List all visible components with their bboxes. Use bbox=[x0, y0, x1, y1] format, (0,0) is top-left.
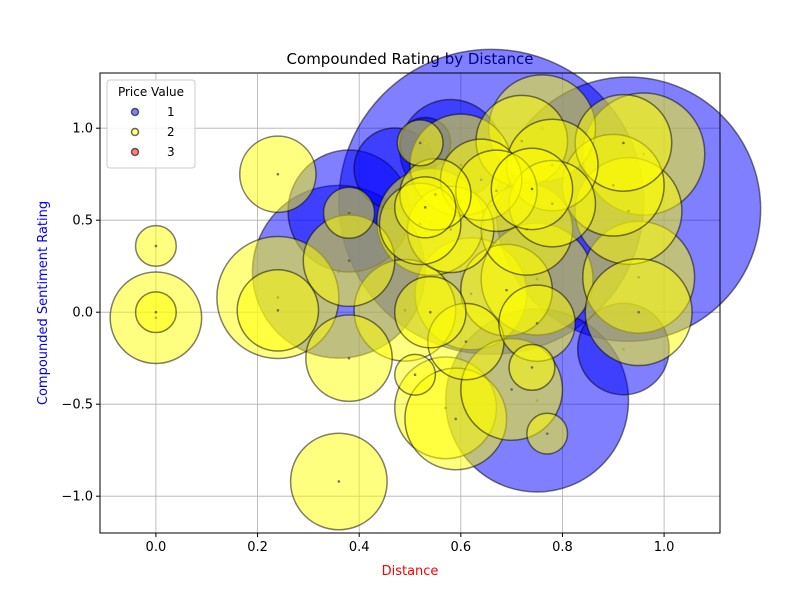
y-tick-label: −0.5 bbox=[61, 398, 93, 413]
bubble-center-dot bbox=[637, 310, 640, 314]
bubble-center-dot bbox=[454, 417, 458, 421]
plot-area bbox=[99, 48, 762, 534]
bubble-center-dot bbox=[347, 211, 351, 215]
bubble-center-dot bbox=[418, 141, 422, 145]
y-axis-ticks: −1.0 −0.5 0.0 0.5 1.0 bbox=[61, 122, 100, 505]
x-axis-ticks: 0.0 0.2 0.4 0.6 0.8 1.0 bbox=[146, 533, 675, 555]
bubble-center-dot bbox=[337, 480, 341, 483]
bubble-center-dot bbox=[429, 310, 432, 314]
bubble-center-dot bbox=[545, 432, 549, 435]
x-tick-label: 0.2 bbox=[247, 540, 268, 555]
y-tick-label: 0.0 bbox=[72, 306, 93, 321]
legend-title: Price Value bbox=[118, 85, 184, 99]
bubble-center-dot bbox=[154, 244, 158, 248]
legend-marker-3 bbox=[130, 147, 140, 157]
y-axis-label: Compounded Sentiment Rating bbox=[36, 201, 51, 405]
bubble-center-dot bbox=[530, 187, 534, 191]
bubble-center-dot bbox=[413, 373, 417, 377]
x-tick-label: 0.8 bbox=[552, 540, 573, 555]
legend-entry-2: 2 bbox=[167, 125, 175, 139]
legend-marker-2 bbox=[130, 127, 140, 137]
y-tick-label: 1.0 bbox=[72, 122, 93, 137]
bubble-center-dot bbox=[535, 321, 539, 325]
x-axis-label: Distance bbox=[382, 564, 439, 579]
legend: Price Value 1 2 3 bbox=[106, 79, 196, 169]
legend-entry-1: 1 bbox=[167, 105, 175, 119]
bubble-center-dot bbox=[530, 366, 534, 369]
plot-frame bbox=[99, 72, 721, 534]
bubble-center-dot bbox=[276, 172, 280, 176]
bubble-center-dot bbox=[622, 141, 625, 145]
bubble-center-dot bbox=[276, 309, 280, 312]
bubble-center-dot bbox=[464, 340, 468, 343]
legend-marker-1 bbox=[130, 107, 140, 117]
bubble-center-dot bbox=[154, 310, 158, 314]
bubble-center-dot bbox=[510, 388, 513, 391]
bubble-center-dot bbox=[347, 356, 351, 360]
bubble-layer bbox=[109, 48, 762, 531]
y-tick-label: −1.0 bbox=[61, 490, 93, 505]
bubble-center-dot bbox=[347, 259, 351, 262]
legend-box bbox=[106, 79, 196, 169]
bubble-center-dot bbox=[393, 167, 397, 170]
y-tick-label: 0.5 bbox=[72, 214, 93, 229]
x-tick-label: 0.4 bbox=[349, 540, 370, 555]
x-tick-label: 0.6 bbox=[450, 540, 471, 555]
bubble-center-dot bbox=[505, 288, 508, 292]
bubble-center-dot bbox=[423, 206, 427, 209]
x-tick-label: 1.0 bbox=[654, 540, 675, 555]
x-tick-label: 0.0 bbox=[146, 540, 167, 555]
legend-entry-3: 3 bbox=[167, 145, 175, 159]
